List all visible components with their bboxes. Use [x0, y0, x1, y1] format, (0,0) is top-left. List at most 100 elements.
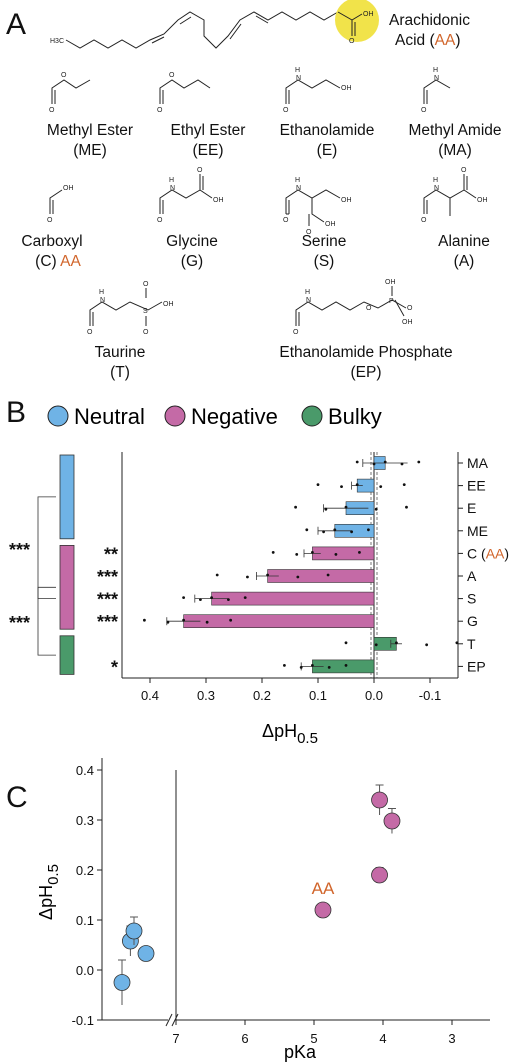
- group-significance-stars: ***: [9, 540, 30, 560]
- svg-text:N: N: [170, 185, 175, 192]
- bar-xlabel: ΔpH0.5: [262, 721, 318, 747]
- significance-stars-c: **: [104, 544, 118, 564]
- significance-stars-s: ***: [97, 590, 118, 610]
- replicate-dot-g: [205, 620, 209, 624]
- replicate-dot-a: [215, 573, 219, 577]
- replicate-dot-ee: [316, 483, 320, 486]
- replicate-dot-a: [296, 575, 300, 579]
- replicate-dot-g: [182, 618, 186, 622]
- scatter-ytick-label: 0.1: [76, 913, 94, 928]
- svg-text:H3C: H3C: [50, 38, 64, 45]
- scatter-chart: 0.4 0.3 0.2 0.1 0.0 -0.1 7 6 5 4 3 pKa ΔpH0.5 AA: [36, 758, 490, 1062]
- molecule-abbr-t: (T): [110, 364, 130, 381]
- bar-chart-legend: Neutral Negative Bulky: [47, 404, 382, 429]
- arachidonic-acid-structure: H3C OH O: [50, 0, 379, 49]
- scatter-point-negative: [314, 901, 332, 919]
- replicate-dot-me: [322, 530, 325, 534]
- svg-text:OH: OH: [325, 221, 336, 228]
- group-bar-bulky: [59, 635, 75, 675]
- svg-text:N: N: [434, 185, 439, 192]
- molecule-abbr-e: (E): [317, 142, 338, 159]
- svg-text:H: H: [99, 289, 104, 296]
- bar-a: [267, 569, 375, 583]
- svg-text:H: H: [295, 67, 300, 74]
- replicate-dot-c: [358, 551, 361, 554]
- replicate-dot-ep: [299, 666, 303, 669]
- molecule-name-me: Methyl Ester: [47, 122, 133, 139]
- svg-text:O: O: [421, 217, 427, 224]
- svg-text:O: O: [87, 329, 93, 336]
- svg-text:O: O: [283, 217, 289, 224]
- replicate-dot-ee: [379, 485, 383, 488]
- group-bar-neutral: [59, 454, 75, 540]
- svg-text:N: N: [306, 297, 311, 304]
- replicate-dot-c: [311, 551, 314, 554]
- bar-row-label-e: E: [467, 500, 476, 516]
- molecule-name-ee: Ethyl Ester: [171, 122, 246, 139]
- svg-text:H: H: [433, 177, 438, 184]
- replicate-dot-e: [374, 507, 378, 511]
- replicate-dot-me: [305, 528, 309, 532]
- structure-alanine: H N OH O O: [421, 167, 488, 224]
- molecule-abbr-s: (S): [314, 253, 335, 270]
- svg-text:O: O: [293, 329, 299, 336]
- replicate-dot-e: [405, 505, 408, 509]
- replicate-dot-t: [374, 643, 378, 647]
- axis-break-mark: [165, 1013, 173, 1027]
- scatter-point-neutral: [113, 974, 131, 991]
- svg-text:OH: OH: [385, 279, 396, 286]
- molecule-abbr-ee: (EE): [193, 142, 224, 159]
- svg-text:H: H: [433, 67, 438, 74]
- svg-text:OH: OH: [402, 319, 413, 326]
- molecule-name-s: Serine: [302, 233, 347, 250]
- bar-xtick-label: 0.0: [365, 688, 383, 703]
- replicate-dot-g: [166, 620, 170, 624]
- group-bracket: [37, 496, 56, 599]
- structure-ethyl-ester: O O: [157, 72, 211, 114]
- legend-label-bulky: Bulky: [328, 404, 382, 429]
- replicate-dot-me: [333, 528, 337, 532]
- replicate-dot-me: [367, 528, 370, 532]
- replicate-dot-a: [326, 573, 330, 577]
- replicate-dot-t: [425, 643, 429, 647]
- bar-row-label-g: G: [467, 613, 478, 629]
- molecule-abbr-g: (G): [181, 253, 203, 270]
- svg-text:O: O: [49, 107, 55, 114]
- molecule-name-ma: Methyl Amide: [408, 122, 501, 139]
- molecule-name-t: Taurine: [95, 344, 146, 361]
- scatter-xtick-label: 6: [241, 1031, 248, 1046]
- svg-text:O: O: [407, 305, 413, 312]
- svg-text:O: O: [461, 167, 467, 174]
- bar-row-label-ee: EE: [467, 478, 486, 494]
- bar-xtick-label: 0.4: [141, 688, 159, 703]
- replicate-dot-a: [246, 575, 249, 579]
- panel-letter-a: A: [6, 8, 26, 41]
- bar-c: [312, 546, 375, 561]
- bar-row-label-ep: EP: [467, 658, 486, 674]
- svg-text:O: O: [61, 72, 67, 79]
- replicate-dot-g: [143, 618, 146, 622]
- group-significance-stars: ***: [9, 613, 30, 633]
- significance-stars-g: ***: [97, 612, 118, 632]
- molecule-abbr-c: (C) AA: [35, 253, 81, 270]
- svg-text:OH: OH: [341, 85, 352, 92]
- bar-xtick-label: 0.3: [197, 688, 215, 703]
- replicate-dot-c: [295, 553, 299, 556]
- replicate-dot-e: [324, 507, 328, 511]
- arachidonic-name-2: Acid (AA): [395, 32, 460, 49]
- scatter-xlabel: pKa: [284, 1042, 317, 1062]
- structure-methyl-amide: H N O: [421, 67, 451, 114]
- svg-text:P: P: [389, 298, 394, 305]
- legend-swatch-bulky: [301, 405, 323, 427]
- scatter-ytick-label: 0.0: [76, 963, 94, 978]
- svg-text:OH: OH: [477, 197, 488, 204]
- svg-text:OH: OH: [163, 301, 174, 308]
- bar-row-label-a: A: [467, 568, 477, 584]
- svg-text:N: N: [434, 75, 439, 82]
- svg-text:O: O: [421, 107, 427, 114]
- replicate-dot-e: [344, 505, 348, 509]
- svg-text:O: O: [283, 107, 289, 114]
- structure-serine: H N OH OH O O: [283, 177, 352, 236]
- legend-swatch-negative: [164, 405, 186, 427]
